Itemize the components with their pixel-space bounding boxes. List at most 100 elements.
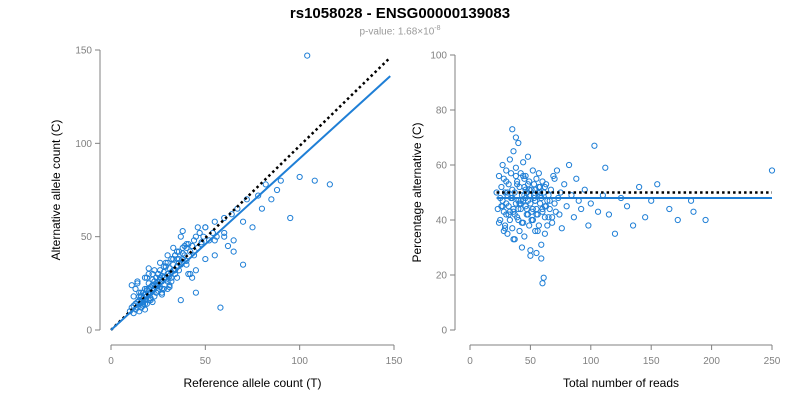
plot2-data-point xyxy=(585,222,592,229)
plot1-data-point xyxy=(138,293,145,300)
plot2-data-point xyxy=(587,200,594,207)
plot1-data-point xyxy=(156,274,164,281)
plot2-x-tick-label: 0 xyxy=(467,356,473,367)
plot2-data-point xyxy=(578,205,585,213)
plot1-data-point xyxy=(296,173,303,181)
plot1-data-point xyxy=(183,257,190,265)
plot1-data-point xyxy=(211,237,218,244)
plot2-x-tick-label: 100 xyxy=(582,356,599,367)
plot2-data-point xyxy=(511,189,518,196)
plot1-data-point xyxy=(141,285,149,293)
plot1-data-point xyxy=(192,233,199,240)
plot1-data-point xyxy=(211,252,218,259)
plot1-x-tick-label: 100 xyxy=(291,356,308,367)
plot2-data-point xyxy=(539,280,546,287)
p-value-text: p-value: 1.68×10 xyxy=(359,26,435,38)
plot2-data-point xyxy=(501,225,509,232)
plot2-data-point xyxy=(768,167,776,174)
plot1-data-point xyxy=(230,237,237,244)
plot2-data-point xyxy=(642,214,649,221)
plot1-data-point xyxy=(221,233,228,240)
plot2-x-tick-label: 250 xyxy=(764,356,781,367)
plot2-data-point xyxy=(501,222,509,229)
plot2-data-point xyxy=(518,244,526,251)
plot1-data-point xyxy=(147,295,154,302)
plot1-data-point xyxy=(151,267,158,274)
plot2-data-point xyxy=(516,227,523,235)
plot2-data-point xyxy=(512,172,520,180)
plot1-data-point xyxy=(172,252,179,259)
plot1-data-point xyxy=(287,214,294,222)
plot2-data-point xyxy=(506,216,513,224)
plot2-data-point xyxy=(546,205,553,213)
plot2-data-point xyxy=(544,222,551,229)
plot2-data-point xyxy=(536,200,544,207)
plot1-data-point xyxy=(185,270,192,278)
plot1-reference-line xyxy=(110,56,392,331)
plot2-data-point xyxy=(530,181,538,188)
plot2-data-point xyxy=(563,203,570,210)
plot2-data-point xyxy=(520,172,527,180)
plot2-data-point xyxy=(526,186,533,193)
plot1-data-point xyxy=(326,181,333,188)
plot1-data-point xyxy=(196,229,203,237)
plot2-data-point xyxy=(534,227,541,235)
plot2-data-point xyxy=(666,205,673,213)
plot2-data-point xyxy=(515,139,522,147)
plot2-data-point xyxy=(552,208,559,215)
plot2-data-point xyxy=(547,186,555,193)
plot2-data-point xyxy=(551,200,558,207)
plot2-data-point xyxy=(494,205,501,213)
plot2-data-point xyxy=(541,230,548,237)
plot2-x-tick-label: 50 xyxy=(525,356,537,367)
plot2-data-point xyxy=(507,170,515,177)
plot1-data-point xyxy=(164,252,171,259)
plot2-data-point xyxy=(529,167,536,174)
plot2-data-point xyxy=(623,203,631,210)
plot1-data-point xyxy=(134,280,141,287)
plot1-data-point xyxy=(177,233,184,240)
plot1-data-point xyxy=(211,218,218,225)
plot1-data-point xyxy=(160,263,167,270)
plot1-data-point xyxy=(273,186,281,194)
plot2-data-point xyxy=(565,161,573,169)
plot1-data-point xyxy=(179,227,186,235)
plot2-y-tick-label: 0 xyxy=(441,326,447,337)
plot2-data-point xyxy=(495,219,503,226)
plot2-data-point xyxy=(591,142,598,149)
plot1-data-point xyxy=(239,261,247,268)
plot2-data-point xyxy=(605,211,613,218)
plot2-data-point xyxy=(690,208,697,215)
plot1-y-tick-label: 150 xyxy=(75,46,92,57)
plot1-data-point xyxy=(173,274,181,281)
plot1-data-point xyxy=(243,196,250,203)
plot2-data-point xyxy=(543,203,550,210)
plot2-data-point xyxy=(533,211,540,218)
plot2-x-tick-label: 150 xyxy=(643,356,660,367)
plot2-data-point xyxy=(515,205,522,213)
plot2-data-point xyxy=(538,241,545,248)
plot2-data-point xyxy=(629,222,637,229)
plot1-data-point xyxy=(136,293,143,300)
plot1-data-point xyxy=(189,274,196,281)
plot1-data-point xyxy=(192,289,199,296)
plot2-x-axis-title: Total number of reads xyxy=(563,376,679,390)
plot1-data-point xyxy=(187,248,194,255)
plot1-data-point xyxy=(134,278,141,285)
plot2-data-point xyxy=(512,134,520,141)
plot2-data-point xyxy=(509,126,516,133)
plot2-data-point xyxy=(558,225,565,232)
plot2-data-point xyxy=(520,219,527,226)
plot2-data-point xyxy=(524,181,532,188)
plot1-data-point xyxy=(304,52,311,59)
plot2-data-point xyxy=(527,200,534,207)
plot2-y-tick-label: 40 xyxy=(436,216,448,227)
plot2-data-point xyxy=(526,222,533,229)
plot2-data-point xyxy=(535,170,542,177)
plot2-y-tick-label: 100 xyxy=(430,51,447,62)
plot2-data-point xyxy=(521,233,528,240)
plot1-data-point xyxy=(181,242,188,250)
plot2-y-axis-title: Percentage alternative (C) xyxy=(410,122,424,262)
plot2-data-point xyxy=(523,205,530,213)
